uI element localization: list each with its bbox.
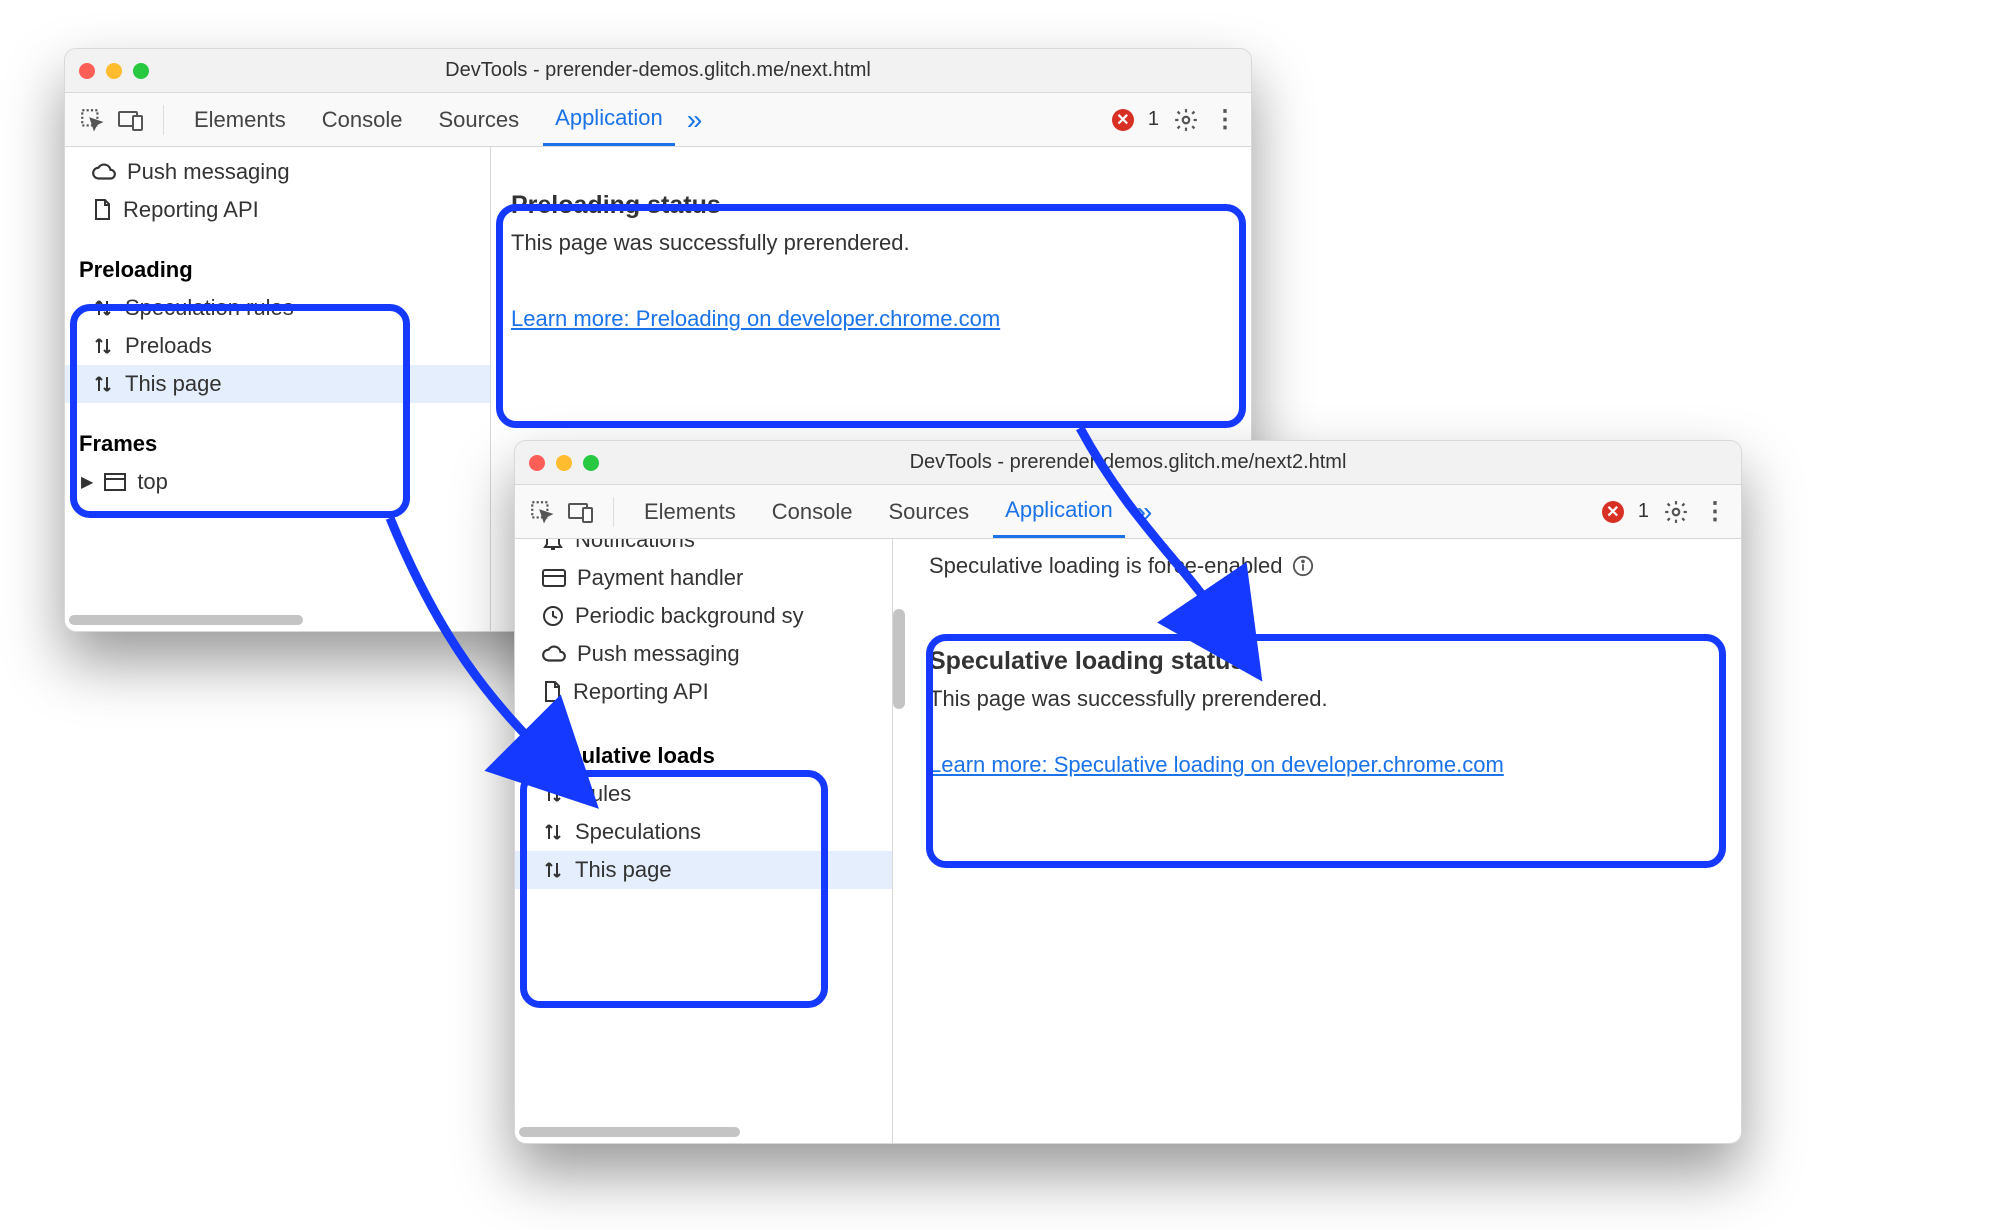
window-title: DevTools - prerender-demos.glitch.me/nex… <box>515 451 1741 474</box>
error-icon[interactable]: ✕ <box>1602 501 1624 523</box>
label: Speculations <box>575 819 701 845</box>
window-title: DevTools - prerender-demos.glitch.me/nex… <box>65 59 1251 82</box>
titlebar: DevTools - prerender-demos.glitch.me/nex… <box>65 49 1251 93</box>
more-tabs-icon[interactable]: » <box>687 104 703 136</box>
sidebar-item-payment-handler[interactable]: Payment handler <box>515 559 892 597</box>
kebab-menu-icon[interactable]: ⋮ <box>1213 105 1237 134</box>
sidebar-item-periodic-sync[interactable]: Periodic background sy <box>515 597 892 635</box>
titlebar: DevTools - prerender-demos.glitch.me/nex… <box>515 441 1741 485</box>
bell-icon <box>541 539 565 552</box>
label: top <box>137 469 168 495</box>
sidebar-item-speculations[interactable]: Speculations <box>515 813 892 851</box>
error-count: 1 <box>1148 108 1159 131</box>
sidebar-item-speculation-rules[interactable]: Speculation rules <box>65 289 490 327</box>
swap-icon <box>541 820 565 844</box>
learn-more-link[interactable]: Learn more: Speculative loading on devel… <box>929 752 1504 777</box>
label: Reporting API <box>123 197 259 223</box>
label: Rules <box>575 781 631 807</box>
sidebar-item-top[interactable]: ▶ top <box>65 463 490 501</box>
sidebar-item-push-messaging[interactable]: Push messaging <box>515 635 892 673</box>
cloud-icon <box>91 161 117 183</box>
clock-icon <box>541 604 565 628</box>
status-title: Speculative loading status <box>929 647 1721 676</box>
status-message: This page was successfully prerendered. <box>511 230 1231 256</box>
document-icon <box>541 680 563 704</box>
tab-application[interactable]: Application <box>993 485 1125 538</box>
tab-elements[interactable]: Elements <box>632 485 748 538</box>
section-frames: Frames <box>65 421 490 463</box>
toolbar: Elements Console Sources Application » ✕… <box>515 485 1741 539</box>
label: Push messaging <box>577 641 740 667</box>
label: Preloads <box>125 333 212 359</box>
sidebar-item-push-messaging[interactable]: Push messaging <box>65 153 490 191</box>
more-tabs-icon[interactable]: » <box>1137 496 1153 528</box>
inspect-icon[interactable] <box>529 499 555 525</box>
toolbar: Elements Console Sources Application » ✕… <box>65 93 1251 147</box>
devtools-window-2: DevTools - prerender-demos.glitch.me/nex… <box>514 440 1742 1144</box>
gear-icon[interactable] <box>1663 499 1689 525</box>
tab-elements[interactable]: Elements <box>182 93 298 146</box>
swap-icon <box>91 334 115 358</box>
label: This page <box>575 857 672 883</box>
label: This page <box>125 371 222 397</box>
tab-console[interactable]: Console <box>760 485 865 538</box>
error-icon[interactable]: ✕ <box>1112 109 1134 131</box>
tab-console[interactable]: Console <box>310 93 415 146</box>
horizontal-scrollbar[interactable] <box>515 1125 892 1139</box>
force-enabled-message: Speculative loading is force-enabled <box>929 553 1282 579</box>
status-title: Preloading status <box>511 191 1231 220</box>
label: Push messaging <box>127 159 290 185</box>
main-panel: Speculative loading is force-enabled Spe… <box>893 539 1741 1143</box>
sidebar-item-reporting-api[interactable]: Reporting API <box>65 191 490 229</box>
triangle-right-icon: ▶ <box>81 472 93 492</box>
kebab-menu-icon[interactable]: ⋮ <box>1703 497 1727 526</box>
device-toggle-icon[interactable] <box>117 107 145 133</box>
tab-sources[interactable]: Sources <box>876 485 981 538</box>
swap-icon <box>541 858 565 882</box>
horizontal-scrollbar[interactable] <box>65 613 490 627</box>
learn-more-link[interactable]: Learn more: Preloading on developer.chro… <box>511 306 1000 331</box>
sidebar-item-notifications[interactable]: Notifications <box>515 539 892 559</box>
label: Reporting API <box>573 679 709 705</box>
info-icon[interactable] <box>1292 555 1314 577</box>
section-preloading: Preloading <box>65 247 490 289</box>
status-message: This page was successfully prerendered. <box>929 686 1721 712</box>
cloud-icon <box>541 643 567 665</box>
swap-icon <box>91 296 115 320</box>
tab-application[interactable]: Application <box>543 93 675 146</box>
credit-card-icon <box>541 568 567 588</box>
label: Periodic background sy <box>575 603 804 629</box>
sidebar-item-preloads[interactable]: Preloads <box>65 327 490 365</box>
swap-icon <box>541 782 565 806</box>
label: Notifications <box>575 539 695 553</box>
label: Payment handler <box>577 565 743 591</box>
error-count: 1 <box>1638 500 1649 523</box>
swap-icon <box>91 372 115 396</box>
sidebar-item-this-page[interactable]: This page <box>515 851 892 889</box>
sidebar-item-rules[interactable]: Rules <box>515 775 892 813</box>
device-toggle-icon[interactable] <box>567 499 595 525</box>
sidebar-item-reporting-api[interactable]: Reporting API <box>515 673 892 711</box>
sidebar-item-this-page[interactable]: This page <box>65 365 490 403</box>
label: Speculation rules <box>125 295 294 321</box>
document-icon <box>91 198 113 222</box>
inspect-icon[interactable] <box>79 107 105 133</box>
tab-sources[interactable]: Sources <box>426 93 531 146</box>
gear-icon[interactable] <box>1173 107 1199 133</box>
window-icon <box>103 472 127 492</box>
section-speculative-loads: Speculative loads <box>515 733 892 775</box>
